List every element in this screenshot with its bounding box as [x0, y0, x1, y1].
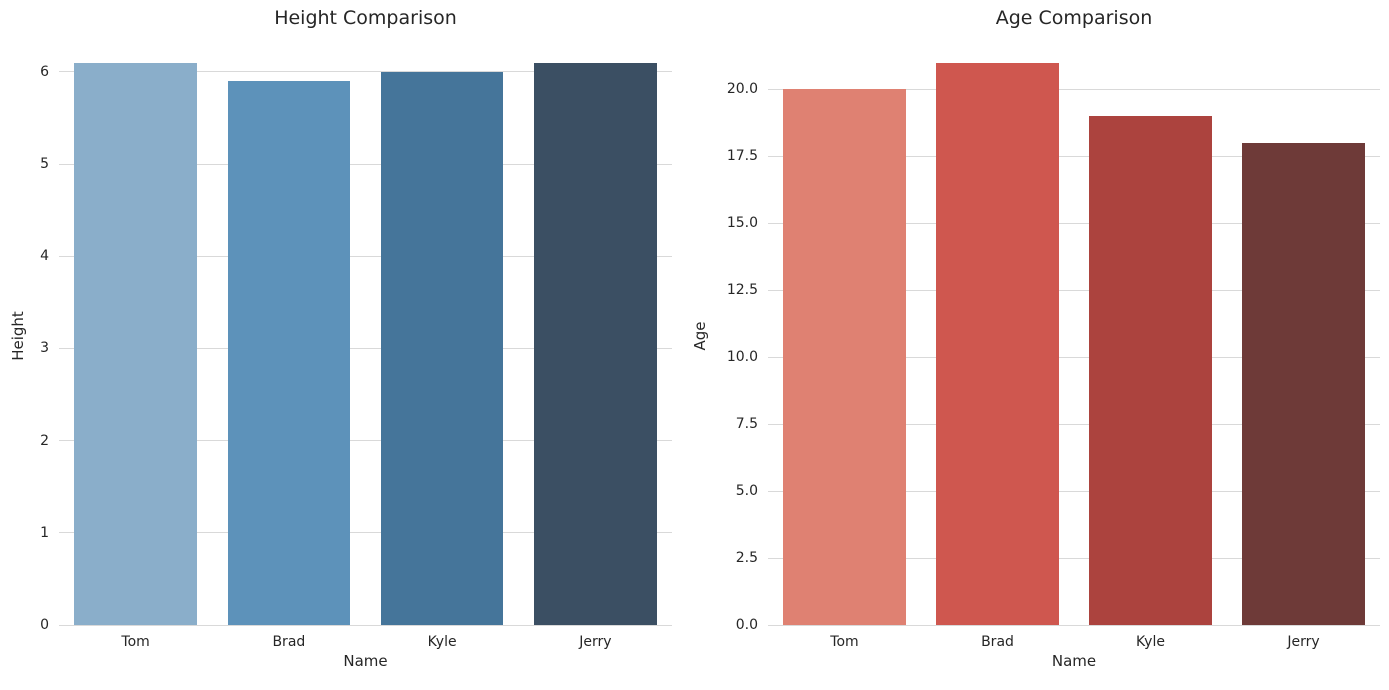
- y-tick-label: 2: [40, 432, 49, 449]
- height-x-axis-label: Name: [343, 652, 388, 670]
- age-chart-plot-area: 0.0 2.5 5.0 7.5 10.0 12.5 15.0 17.5 20.0 Tom Brad K…: [727, 47, 1380, 650]
- bar-kyle: [1089, 116, 1212, 625]
- bar-brad: [227, 81, 351, 625]
- gridline: [768, 222, 1380, 224]
- gridline: [59, 163, 672, 165]
- x-tick-label: Jerry: [579, 634, 612, 650]
- gridline: [768, 624, 1380, 626]
- bar-kyle: [380, 71, 504, 625]
- bar-tom: [74, 62, 197, 625]
- y-tick-label: 12.5: [726, 282, 758, 299]
- gridline: [768, 490, 1380, 492]
- y-tick-label: 0: [40, 617, 49, 633]
- y-tick-label: 0.0: [735, 617, 758, 633]
- bar-jerry: [534, 62, 657, 625]
- gridline: [768, 88, 1380, 90]
- y-tick-label: 20.0: [726, 81, 758, 98]
- x-tick-label: Tom: [830, 634, 859, 650]
- gridline: [768, 557, 1380, 559]
- y-tick-label: 10.0: [726, 349, 758, 366]
- gridline: [59, 624, 672, 626]
- gridline: [768, 155, 1380, 157]
- bar-tom: [783, 89, 906, 625]
- x-tick-label: Kyle: [1136, 634, 1165, 650]
- y-tick-label: 17.5: [726, 148, 758, 165]
- gridline: [59, 71, 672, 73]
- age-x-axis-label: Name: [1051, 652, 1097, 670]
- x-tick-label: Tom: [121, 634, 150, 650]
- y-tick-label: 3: [40, 340, 49, 357]
- y-tick-label: 6: [40, 63, 49, 80]
- y-tick-label: 1: [40, 524, 49, 541]
- age-chart-title: Age Comparison: [995, 7, 1153, 29]
- gridline: [768, 289, 1380, 291]
- gridline: [768, 423, 1380, 425]
- height-chart-plot-area: 0 1 2 3 4 5 6 Tom Brad Kyle Jerry: [40, 47, 672, 650]
- gridline: [59, 440, 672, 442]
- gridline: [768, 356, 1380, 358]
- y-tick-label: 4: [40, 248, 49, 265]
- gridline: [59, 532, 672, 534]
- bar-brad: [936, 62, 1059, 625]
- bar-jerry: [1242, 142, 1365, 625]
- x-tick-label: Kyle: [427, 634, 457, 650]
- x-tick-label: Brad: [272, 634, 306, 650]
- gridline: [59, 347, 672, 349]
- y-tick-label: 5.0: [735, 483, 758, 500]
- height-chart-title: Height Comparison: [274, 7, 457, 29]
- x-tick-label: Brad: [981, 634, 1014, 650]
- gridline: [59, 255, 672, 257]
- y-tick-label: 2.5: [735, 550, 758, 567]
- y-tick-label: 15.0: [726, 215, 758, 232]
- y-tick-label: 5: [40, 156, 49, 173]
- age-y-axis-label: Age: [691, 321, 709, 351]
- x-tick-label: Jerry: [1287, 634, 1320, 650]
- y-tick-label: 7.5: [735, 416, 758, 433]
